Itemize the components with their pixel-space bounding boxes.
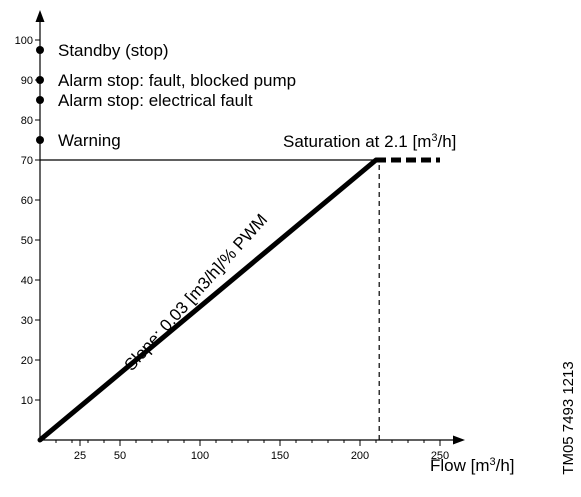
status-marker-dot (36, 136, 44, 144)
y-tick-label: 80 (21, 115, 33, 127)
status-marker-dot (36, 46, 44, 54)
status-marker-dot (36, 96, 44, 104)
x-axis-title-tail: /h] (496, 456, 515, 475)
status-marker-dot (36, 76, 44, 84)
x-axis-title-superscript: 3 (490, 456, 496, 468)
y-tick-label: 60 (21, 195, 33, 207)
x-tick-label: 150 (271, 450, 289, 462)
y-tick-label: 90 (21, 75, 33, 87)
saturation-annotation: Saturation at 2.1 [m3/h] (283, 132, 456, 151)
reference-lines-layer (40, 159, 380, 440)
status-marker-label: Standby (stop) (58, 41, 169, 60)
x-axis-title: Flow [m3/h] (430, 456, 515, 475)
figure-code-label: TM05 7493 1213 (560, 361, 577, 474)
y-tick-label: 20 (21, 355, 33, 367)
saturation-prefix: Saturation at 2.1 [m (283, 132, 431, 151)
axes-layer: 25 50 100 150 200 250 10 20 30 40 50 60 70 80 90 100 (15, 10, 465, 462)
status-markers-layer: Standby (stop) Alarm stop: fault, blocked… (36, 41, 296, 150)
x-axis-title-main: Flow [m (430, 456, 490, 475)
x-axis-arrow (453, 435, 465, 445)
flow-pwm-line (37, 157, 379, 443)
status-marker-label: Alarm stop: electrical fault (58, 91, 253, 110)
saturation-suffix: /h] (438, 132, 457, 151)
x-tick-label: 250 (431, 450, 449, 462)
x-tick-label: 25 (74, 450, 86, 462)
x-tick-label: 200 (351, 450, 369, 462)
slope-annotation: Slope: 0.03 [m3/h]/% PWM (121, 210, 272, 374)
saturation-superscript: 3 (431, 132, 437, 144)
x-tick-label: 50 (114, 450, 126, 462)
y-axis-arrow (35, 10, 45, 22)
y-tick-label: 40 (21, 275, 33, 287)
y-tick-label: 50 (21, 235, 33, 247)
status-marker-label: Alarm stop: fault, blocked pump (58, 71, 296, 90)
y-tick-label: 30 (21, 315, 33, 327)
series-layer (37, 157, 440, 443)
y-tick-label: 70 (21, 155, 33, 167)
status-marker-label: Warning (58, 131, 121, 150)
x-tick-label: 100 (191, 450, 209, 462)
y-tick-label: 100 (15, 35, 33, 47)
y-tick-label: 10 (21, 395, 33, 407)
